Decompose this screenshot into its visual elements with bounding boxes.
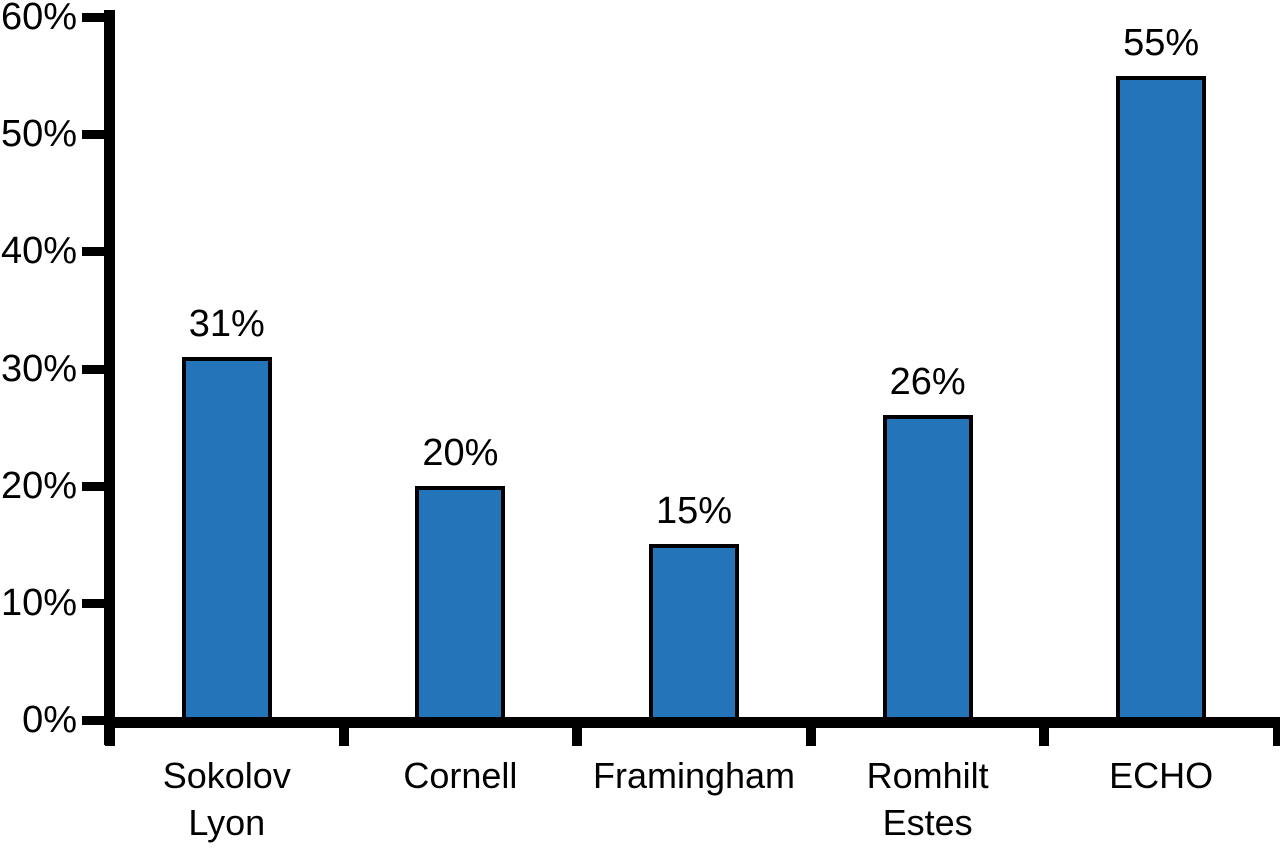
- bar: [181, 356, 272, 724]
- y-tick-mark: [82, 481, 108, 491]
- bar: [882, 415, 973, 724]
- y-tick-label: 30%: [0, 347, 77, 390]
- x-axis-line: [104, 717, 1278, 728]
- y-tick-label: 0%: [22, 699, 77, 741]
- bar: [415, 485, 506, 724]
- x-tick-mark: [1039, 717, 1050, 746]
- x-category-label: Sokolov Lyon: [162, 755, 291, 843]
- bar: [1116, 75, 1207, 724]
- bar-value-label: 55%: [1123, 21, 1200, 64]
- x-tick-mark: [1273, 717, 1280, 746]
- x-category-label: Framingham: [592, 755, 796, 796]
- x-category-label: Cornell: [403, 755, 518, 796]
- bar-value-label: 15%: [655, 490, 733, 533]
- y-tick-mark: [82, 247, 108, 257]
- y-tick-label: 40%: [0, 230, 77, 273]
- y-tick-mark: [82, 130, 108, 140]
- y-tick-label: 50%: [0, 113, 77, 156]
- y-axis-line: [104, 10, 115, 745]
- y-tick-label: 20%: [0, 464, 77, 507]
- y-tick-label: 60%: [0, 0, 77, 38]
- y-tick-mark: [82, 13, 108, 22]
- bar-value-label: 20%: [422, 431, 499, 474]
- y-tick-mark: [82, 598, 108, 608]
- bar: [649, 544, 739, 724]
- x-tick-mark: [572, 717, 583, 746]
- bar-value-label: 26%: [889, 361, 966, 404]
- x-tick-mark: [338, 717, 349, 746]
- bar-value-label: 31%: [188, 302, 265, 345]
- x-tick-mark: [805, 717, 816, 746]
- y-tick-label: 10%: [0, 581, 77, 624]
- x-category-label: ECHO: [1109, 755, 1214, 796]
- y-tick-mark: [82, 716, 108, 725]
- y-tick-mark: [82, 364, 108, 374]
- x-category-label: Romhilt Estes: [866, 755, 989, 843]
- x-tick-mark: [105, 717, 115, 746]
